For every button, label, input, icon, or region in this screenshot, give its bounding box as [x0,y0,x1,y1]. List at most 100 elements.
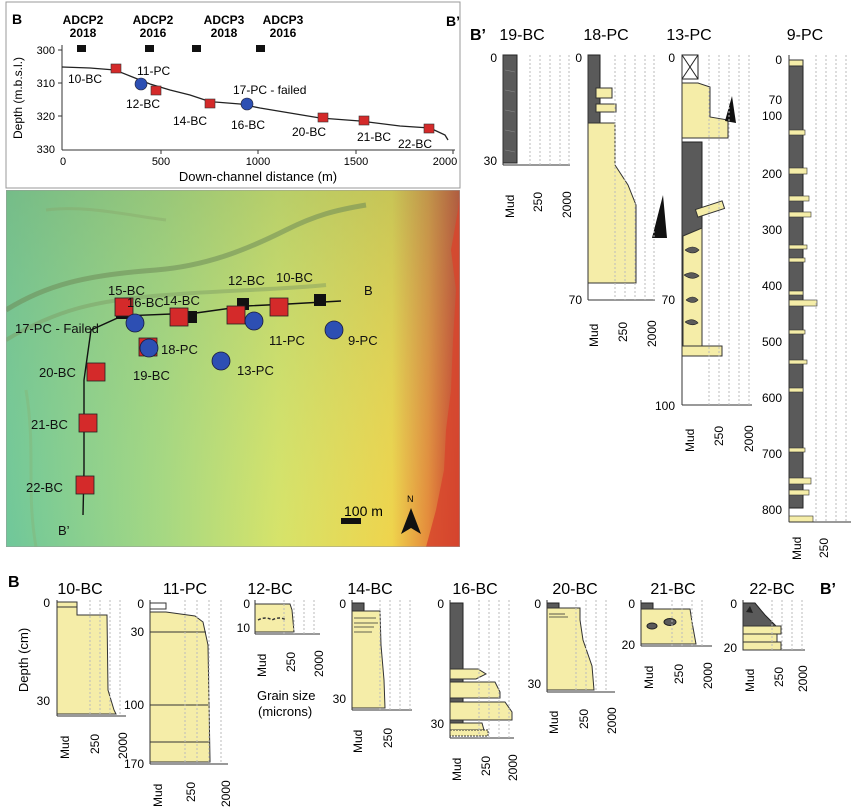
depth-tick: 20 [724,641,738,655]
core-14bc: 0 30 Mud 250 [333,597,412,753]
bottom-label-b: B [8,574,20,591]
axis-250: 250 [184,782,198,802]
y-tick: 300 [37,45,55,57]
axis-2000: 2000 [701,662,715,689]
sample-marker-20bc [317,112,329,123]
map-label: B [364,283,373,298]
map-marker-9pc [324,320,344,340]
depth-tick: 70 [569,293,583,307]
depth-tick: 20 [622,638,636,652]
depth-tick: 30 [37,694,51,708]
grain-size-note-unit: (microns) [258,704,312,719]
map-label: 9-PC [348,333,378,348]
axis-2000: 2000 [796,665,810,692]
depth-tick: 30 [431,717,445,731]
axis-2000: 2000 [506,754,520,781]
axis-mud: Mud [450,758,464,781]
depth-tick: 100 [124,698,144,712]
axis-mud: Mud [503,195,517,218]
axis-2000: 2000 [116,732,130,759]
sample-marker-11pc [134,77,148,91]
profile-ylabel: Depth (m.b.s.l.) [11,57,25,139]
axis-2000: 2000 [742,425,756,452]
map-label: 17-PC - Failed [15,321,99,336]
core-16bc: 0 30 Mud 250 2000 [431,597,520,781]
map-label: 19-BC [133,368,170,383]
profile-sample-label: 14-BC [173,114,207,128]
core-9pc: 0 70 100 200 300 400 500 600 700 800 Mud… [762,53,851,560]
x-tick: 2000 [433,156,457,168]
core-title: 16-BC [452,581,497,598]
axis-250: 250 [577,709,591,729]
map-label: 11-PC [269,333,305,348]
depth-tick: 30 [528,677,542,691]
depth-tick: 0 [339,597,346,611]
core-title: 11-PC [163,581,207,598]
axis-mud: Mud [790,537,804,560]
right-label-b-prime: B’ [470,27,486,44]
core-title: 13-PC [666,27,711,44]
core-12bc: 0 10 Mud 250 2000 Grain size (microns) [237,597,326,719]
y-tick: 320 [37,111,55,123]
bottom-ylabel: Depth (cm) [16,628,31,692]
x-tick: 0 [60,156,66,168]
adcp-year: 2016 [270,26,297,40]
depth-tick: 100 [762,109,782,123]
grain-size-note: Grain size [257,688,316,703]
map-marker-12bc [226,305,246,325]
depth-tick: 100 [655,399,675,413]
map-label: 20-BC [39,365,76,380]
depth-tick: 0 [43,596,50,610]
scale-label: 100 m [344,503,383,519]
map-marker-20bc [86,362,106,382]
axis-250: 250 [712,426,726,446]
map-marker-10bc [269,297,289,317]
axis-2000: 2000 [219,780,233,807]
axis-mud: Mud [255,654,269,677]
axis-mud: Mud [351,730,365,753]
core-20bc: 0 30 Mud 250 2000 [528,597,619,734]
depth-tick: 30 [484,154,498,168]
profile-sample-label: 10-BC [68,72,102,86]
axis-250: 250 [284,652,298,672]
map-marker-11pc [244,311,264,331]
adcp-year: 2018 [70,26,97,40]
adcp-label: ADCP3 [204,13,245,27]
profile-panel: B B’ ADCP2 2018 ADCP2 2016 ADCP3 2018 AD… [5,1,461,189]
x-tick: 1500 [344,156,368,168]
core-title: 20-BC [552,581,597,598]
x-tick: 500 [152,156,170,168]
adcp-markers [77,45,265,52]
map-label: 22-BC [26,480,63,495]
depth-tick: 0 [730,597,737,611]
core-title: 10-BC [57,581,102,598]
depth-tick: 400 [762,279,782,293]
axis-250: 250 [672,664,686,684]
depth-tick: 70 [769,93,783,107]
sample-marker-14bc [204,98,216,109]
sample-marker-22bc [423,123,435,134]
axis-mud: Mud [683,429,697,452]
core-13pc: 0 70 100 Mud 250 2000 [655,51,756,452]
map-label: 18-PC [161,342,198,357]
depth-tick: 30 [131,625,145,639]
adcp-year: 2018 [211,26,238,40]
core-title: 21-BC [650,581,695,598]
depth-tick: 0 [534,597,541,611]
axis-250: 250 [772,667,786,687]
map-marker-16bc [125,313,145,333]
axis-mud: Mud [743,669,757,692]
map-marker-18pc [139,338,159,358]
map-label: 21-BC [31,417,68,432]
axis-250: 250 [88,734,102,754]
adcp-year: 2016 [140,26,167,40]
profile-xlabel: Down-channel distance (m) [179,169,337,184]
map-label: 10-BC [276,270,313,285]
bottom-label-b-prime: B’ [820,581,836,598]
profile-sample-label: 22-BC [398,137,432,151]
depth-tick: 300 [762,223,782,237]
profile-sample-label: 20-BC [292,125,326,139]
seabed-profile-line [61,66,449,141]
depth-tick: 0 [490,51,497,65]
depth-tick: 700 [762,447,782,461]
